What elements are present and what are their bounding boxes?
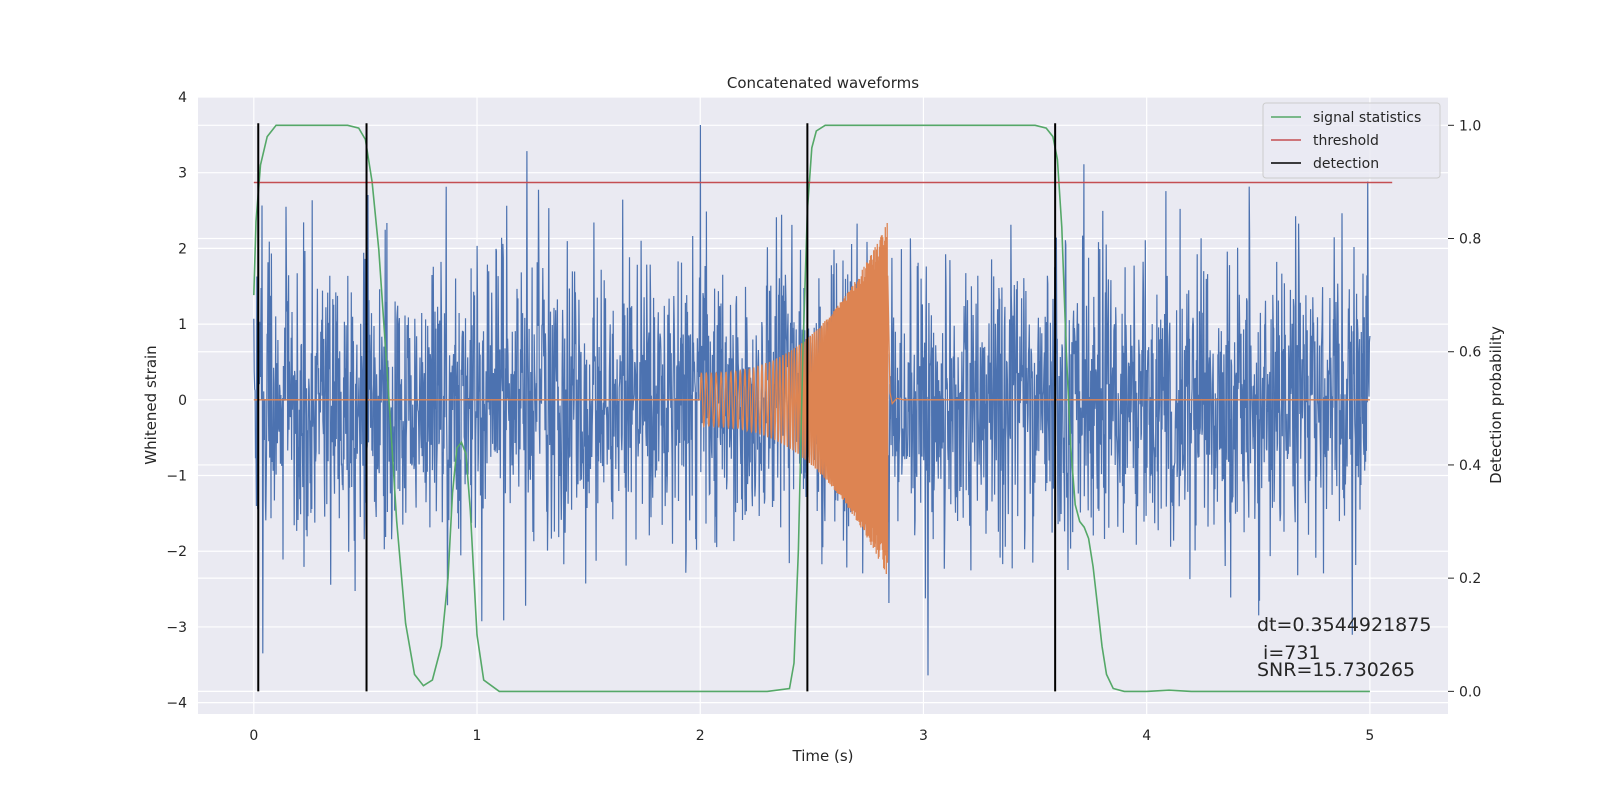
y2-tick-label: 0.6 [1459,345,1481,361]
plot-area [253,124,1371,676]
legend: signal statistics threshold detection [1262,102,1441,179]
template-waveform-line [253,222,1370,575]
y-tick-label: −1 [166,469,187,485]
x-tick-label: 0 [249,728,258,744]
legend-box [1262,102,1441,179]
y-tick-labels: −4 −3 −2 −1 0 1 2 3 4 [166,90,187,712]
x-tick-labels: 0 1 2 3 4 5 [249,728,1374,744]
y2-tick-label: 0.0 [1459,684,1481,700]
y2-tick-label: 0.8 [1459,232,1481,248]
y-axis-label: Whitened strain [142,345,160,464]
x-axis-label: Time (s) [792,747,854,765]
annotation-dt: dt=0.3544921875 [1257,614,1431,636]
y2-tick-label: 1.0 [1459,118,1481,134]
signal-statistics-line [253,124,1370,693]
y-tick-label: −3 [166,620,187,636]
y-tick-label: 0 [178,393,187,409]
annotation-index: i=731 [1257,642,1321,664]
detection-lines [253,123,1393,693]
y2-tick-labels: 0.0 0.2 0.4 0.6 0.8 1.0 [1448,118,1481,700]
y2-tick-label: 0.2 [1459,571,1481,587]
x-tick-label: 5 [1365,728,1374,744]
x-tick-label: 4 [1142,728,1151,744]
x-tick-label: 3 [919,728,928,744]
legend-label-detection: detection [1313,156,1379,172]
y-tick-label: 3 [178,166,187,182]
legend-label-signal-statistics: signal statistics [1313,110,1421,126]
x-tick-label: 2 [696,728,705,744]
chart-title: Concatenated waveforms [727,74,919,92]
y-tick-label: −4 [166,696,187,712]
y-tick-label: 2 [178,241,187,257]
y2-tick-label: 0.4 [1459,458,1481,474]
annotation-snr: SNR=15.730265 [1257,659,1415,681]
y-tick-label: 1 [178,317,187,333]
legend-label-threshold: threshold [1313,133,1379,149]
y-tick-label: −2 [166,544,187,560]
y-tick-label: 4 [178,90,187,106]
x-tick-label: 1 [473,728,482,744]
y2-axis-label: Detection probability [1487,326,1505,484]
